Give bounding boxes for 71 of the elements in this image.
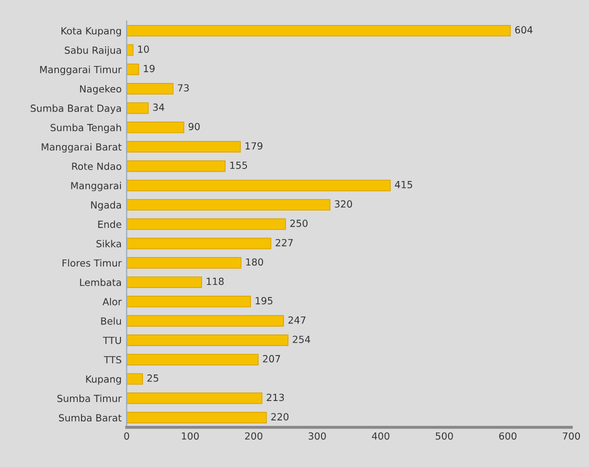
y-tick-label: Sabu Raijua [64,46,121,56]
y-tick-label: Belu [101,317,121,325]
data-label: 73 [178,84,189,92]
y-tick-label: Ende [98,220,122,228]
x-tick-label: 600 [499,432,516,440]
data-label: 155 [230,162,247,169]
bar [126,199,330,211]
data-label: 247 [288,316,306,324]
data-label: 180 [246,258,264,266]
y-tick-label: Nagekeo [80,85,122,94]
y-tick-label: Sumba Tengah [50,124,121,134]
bar [126,64,140,76]
y-tick-label: Alor [102,298,122,306]
data-label: 320 [334,200,352,208]
y-tick-label: Manggarai Timur [40,66,122,76]
bar [126,276,202,288]
bar [126,102,149,114]
data-label: 207 [263,355,280,362]
bar [126,373,143,385]
bar [126,24,511,36]
y-tick-label: Sumba Timur [57,394,122,402]
x-tick-label: 300 [308,432,326,440]
data-label: 179 [246,142,262,150]
y-tick-label: Flores Timur [62,259,122,267]
data-label: 213 [266,394,284,402]
x-tick-label: 500 [436,432,453,440]
data-label: 10 [138,46,149,53]
bar [126,296,251,308]
y-tick-label: Sumba Barat [58,414,122,422]
bar [126,392,262,404]
y-tick-label: TTU [102,336,121,344]
y-tick-label: Rote Ndao [72,162,122,170]
bar [126,44,134,56]
bar [126,334,288,346]
y-tick-label: Sikka [96,240,121,248]
data-label: 604 [515,26,533,34]
bar [126,238,272,250]
y-tick-label: Sumba Barat Daya [30,104,121,114]
data-label: 250 [290,220,308,227]
bar [126,257,242,269]
y-tick-label: Lembata [80,278,121,286]
data-label: 195 [256,297,272,304]
bar [126,315,284,327]
y-tick-label: Kota Kupang [62,27,121,36]
x-tick-label: 0 [124,432,130,440]
x-tick-label: 100 [182,432,199,440]
bar [126,160,226,172]
data-label: 34 [153,104,164,111]
data-label: 25 [147,374,158,382]
x-tick-label: 700 [562,432,580,440]
x-tick-label: 400 [372,432,390,440]
bar [126,141,241,153]
data-label: 90 [188,122,200,130]
bar [126,180,391,192]
y-tick-label: Manggarai Barat [42,143,122,152]
data-label: 220 [271,413,288,420]
bar [126,354,259,366]
data-label: 254 [292,336,310,344]
bar [126,412,267,424]
y-tick-label: Manggarai [71,182,121,192]
data-label: 415 [394,181,412,188]
data-label: 19 [144,64,155,72]
bar [126,122,184,134]
y-tick-label: Ngada [91,201,121,211]
data-label: 118 [206,278,224,286]
bar [126,82,174,94]
bar [126,218,286,230]
data-label: 227 [276,238,293,246]
y-tick-label: Kupang [86,376,121,385]
x-tick-label: 200 [245,432,262,440]
y-tick-label: TTS [104,356,122,364]
